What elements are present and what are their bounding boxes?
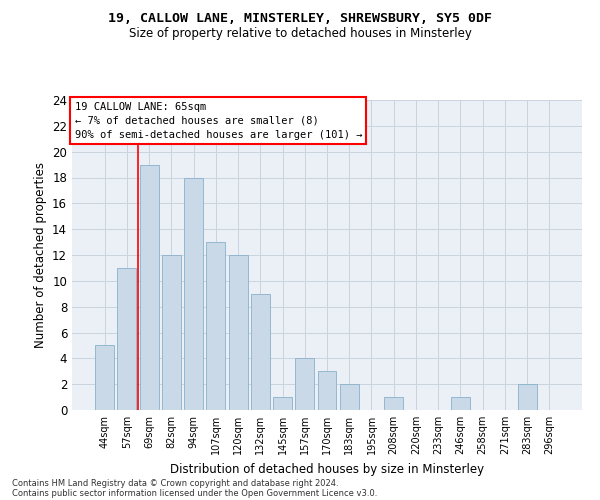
Bar xyxy=(140,164,158,410)
Bar xyxy=(518,384,536,410)
Bar xyxy=(95,346,114,410)
Bar xyxy=(273,397,292,410)
Bar xyxy=(229,255,248,410)
Text: 19, CALLOW LANE, MINSTERLEY, SHREWSBURY, SY5 0DF: 19, CALLOW LANE, MINSTERLEY, SHREWSBURY,… xyxy=(108,12,492,26)
Bar xyxy=(295,358,314,410)
Bar xyxy=(384,397,403,410)
Bar xyxy=(451,397,470,410)
Text: Contains HM Land Registry data © Crown copyright and database right 2024.: Contains HM Land Registry data © Crown c… xyxy=(12,478,338,488)
Text: Contains public sector information licensed under the Open Government Licence v3: Contains public sector information licen… xyxy=(12,488,377,498)
Text: Size of property relative to detached houses in Minsterley: Size of property relative to detached ho… xyxy=(128,28,472,40)
Bar xyxy=(184,178,203,410)
Y-axis label: Number of detached properties: Number of detached properties xyxy=(34,162,47,348)
Bar xyxy=(162,255,181,410)
Bar xyxy=(251,294,270,410)
Bar xyxy=(317,371,337,410)
Bar xyxy=(206,242,225,410)
Text: 19 CALLOW LANE: 65sqm
← 7% of detached houses are smaller (8)
90% of semi-detach: 19 CALLOW LANE: 65sqm ← 7% of detached h… xyxy=(74,102,362,140)
Bar xyxy=(118,268,136,410)
Bar xyxy=(340,384,359,410)
X-axis label: Distribution of detached houses by size in Minsterley: Distribution of detached houses by size … xyxy=(170,462,484,475)
